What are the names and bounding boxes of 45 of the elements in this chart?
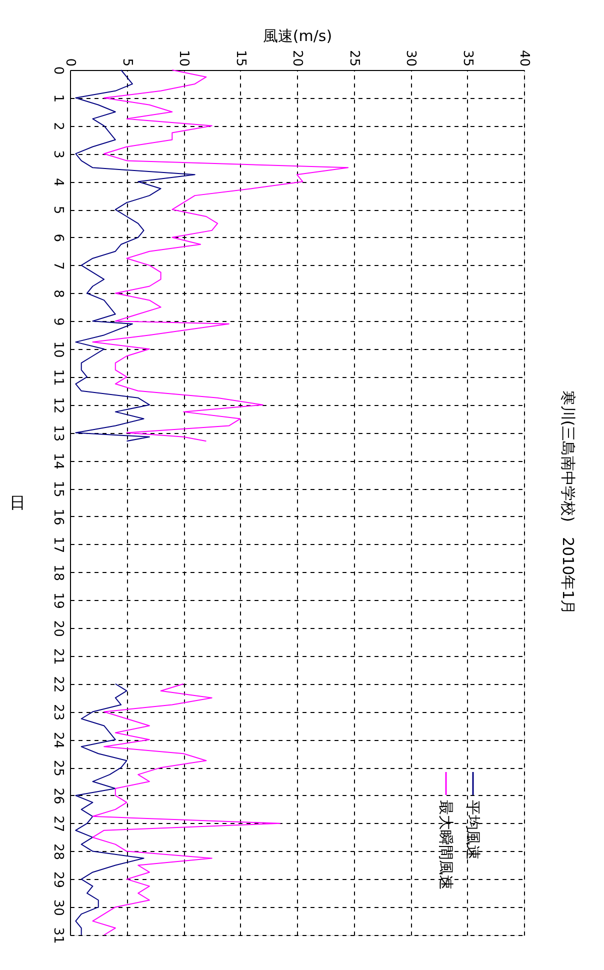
- y-tick-label: 20: [50, 620, 66, 637]
- x-tick-label: 5: [119, 58, 134, 66]
- y-tick-label: 22: [50, 676, 66, 693]
- y-tick-label: 13: [50, 424, 66, 442]
- y-tick-label: 12: [50, 397, 66, 414]
- y-tick-label: 30: [50, 899, 66, 916]
- x-tick-label: 20: [290, 50, 304, 66]
- y-tick-label: 1: [50, 94, 66, 103]
- text: 寒川(三島南中学校) 2010年1月: [559, 390, 577, 615]
- y-tick-label: 9: [50, 317, 66, 326]
- y-tick-label: 10: [50, 341, 66, 358]
- y-tick-label: 18: [50, 564, 66, 582]
- y-tick-label: 28: [50, 844, 66, 860]
- x-axis-title: 風速(m/s): [262, 26, 332, 45]
- y-tick-label: 11: [50, 369, 66, 386]
- y-tick-label: 3: [50, 150, 66, 158]
- y-axis-title: 日: [10, 493, 26, 512]
- y-tick-label: 4: [50, 178, 66, 186]
- x-tick-label: 35: [460, 50, 475, 66]
- y-tick-label: 8: [50, 290, 66, 298]
- y-tick-label: 7: [50, 262, 66, 270]
- x-tick-label: 40: [516, 50, 532, 66]
- y-tick-label: 16: [50, 508, 66, 526]
- y-tick-label: 5: [50, 206, 66, 214]
- y-tick-label: 6: [50, 234, 66, 242]
- y-tick-label: 2: [50, 122, 66, 130]
- x-tick-label: 30: [403, 50, 418, 66]
- y-tick-label: 17: [50, 536, 66, 554]
- y-tick-label: 15: [50, 480, 66, 498]
- x-tick-label: 15: [232, 50, 248, 66]
- y-tick-label: 14: [50, 452, 66, 470]
- y-tick-label: 25: [50, 760, 66, 776]
- x-tick-label: 25: [346, 50, 362, 66]
- y-tick-label: 26: [50, 788, 66, 804]
- y-tick-label: 29: [50, 871, 66, 888]
- legend-label: 最大瞬間風速: [437, 800, 455, 890]
- x-tick-label: 10: [176, 50, 191, 66]
- y-tick-label: 27: [50, 816, 66, 832]
- y-tick-label: 23: [50, 704, 66, 721]
- y-tick-label: 31: [50, 927, 66, 944]
- y-tick-label: 0: [50, 66, 66, 75]
- y-tick-label: 21: [50, 648, 66, 665]
- x-tick-label: 0: [62, 58, 78, 66]
- y-tick-label: 19: [50, 592, 66, 609]
- y-tick-label: 24: [50, 732, 66, 748]
